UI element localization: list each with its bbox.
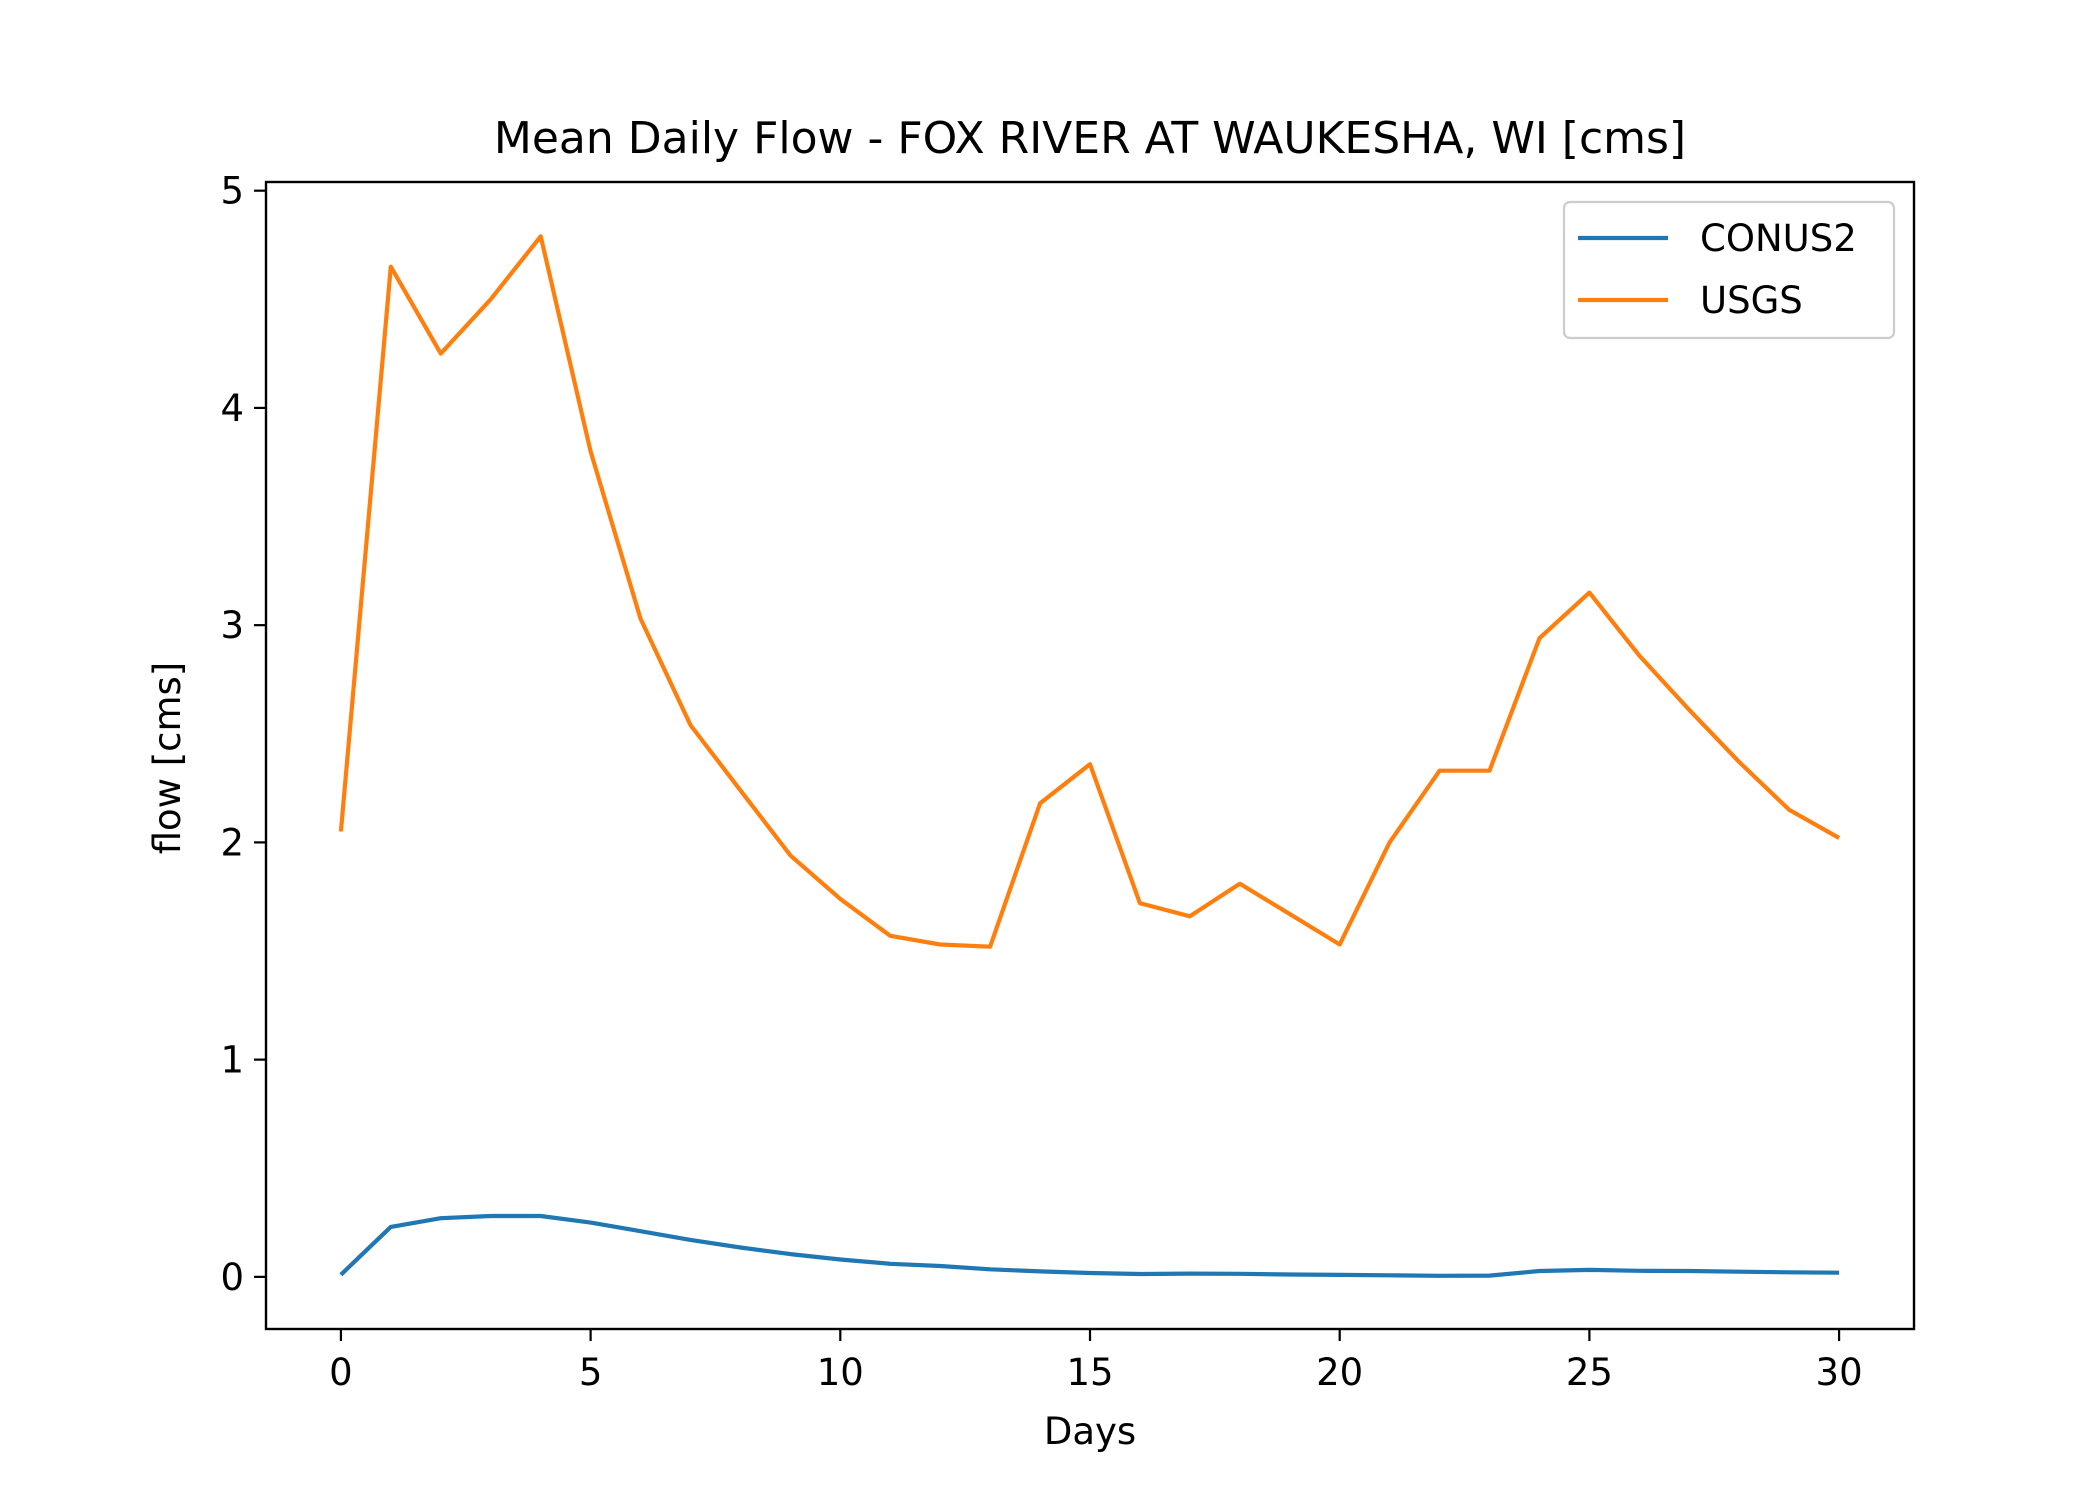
y-tick-label: 0 [220,1256,244,1299]
x-tick-label: 30 [1816,1351,1863,1394]
chart-title: Mean Daily Flow - FOX RIVER AT WAUKESHA,… [494,113,1686,164]
y-tick-label: 1 [220,1039,244,1082]
legend-label-usgs: USGS [1700,279,1803,322]
x-tick-label: 15 [1066,1351,1113,1394]
legend-label-conus2: CONUS2 [1700,217,1857,260]
x-tick-label: 0 [329,1351,353,1394]
y-tick-label: 4 [220,387,244,430]
y-tick-label: 5 [220,170,244,213]
axes-frame [264,180,1916,1331]
x-tick-label: 5 [579,1351,603,1394]
series-line-usgs [338,234,1841,949]
x-axis-label: Days [1044,1410,1136,1453]
ticks-layer: 0 5 10 15 20 25 30 0 1 2 3 4 5 [220,170,1862,1394]
x-tick-label: 10 [817,1351,864,1394]
y-tick-label: 2 [220,821,244,864]
series-layer [338,234,1841,1278]
x-tick-label: 20 [1316,1351,1363,1394]
series-line-conus2 [339,1213,1840,1278]
y-tick-label: 3 [220,604,244,647]
y-axis-label: flow [cms] [146,662,189,855]
legend: CONUS2 USGS [1562,200,1896,340]
x-tick-label: 25 [1566,1351,1613,1394]
